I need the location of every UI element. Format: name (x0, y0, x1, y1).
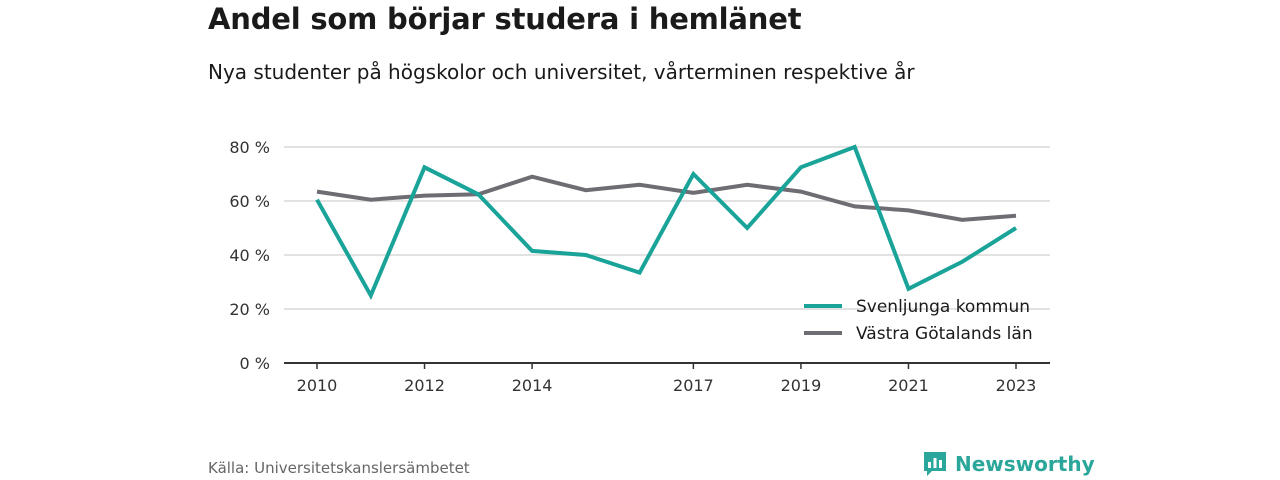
legend-label: Svenljunga kommun (856, 297, 1030, 317)
brand-name: Newsworthy (955, 452, 1095, 476)
legend-label: Västra Götalands län (856, 324, 1033, 344)
series-line-1 (315, 144, 1018, 301)
series-line-2 (316, 174, 1017, 222)
source-note: Källa: Universitetskanslersämbetet (208, 459, 470, 477)
legend: Svenljunga kommun Västra Götalands län (804, 297, 1033, 344)
x-tick-label: 2019 (781, 376, 822, 395)
chart-subtitle: Nya studenter på högskolor och universit… (208, 60, 915, 84)
y-tick-label: 60 % (229, 192, 270, 211)
y-tick-label: 0 % (240, 354, 270, 373)
x-tick-label: 2017 (673, 376, 714, 395)
x-tick-label: 2023 (996, 376, 1037, 395)
x-tick-label: 2021 (888, 376, 929, 395)
y-tick-label: 80 % (229, 138, 270, 157)
series-lines (315, 144, 1018, 301)
y-axis-ticks: 0 % 20 % 40 % 60 % 80 % (229, 138, 270, 373)
y-tick-label: 40 % (229, 246, 270, 265)
x-axis-ticks: 2010 2012 2014 2017 2019 2021 2023 (297, 363, 1037, 395)
bar-chart-speech-bubble-icon (924, 452, 946, 476)
brand-logo: Newsworthy (922, 450, 1095, 478)
y-tick-label: 20 % (229, 300, 270, 319)
chart-title: Andel som börjar studera i hemlänet (208, 2, 802, 36)
x-tick-label: 2012 (404, 376, 445, 395)
x-tick-label: 2010 (297, 376, 338, 395)
x-tick-label: 2014 (512, 376, 553, 395)
